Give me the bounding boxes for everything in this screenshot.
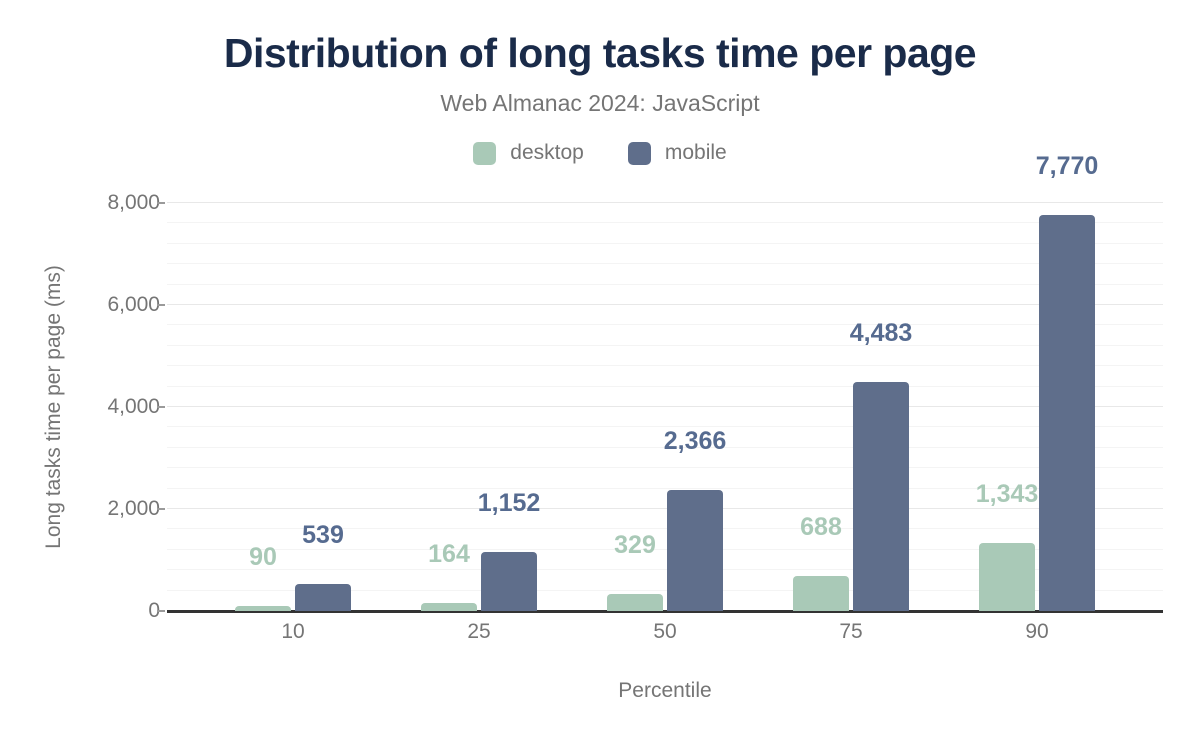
y-tick-mark xyxy=(157,202,165,204)
x-tick-label-p50: 50 xyxy=(653,620,677,643)
desktop-bar-p50: 329 xyxy=(607,533,663,611)
mobile-bar-p90: 7,770 xyxy=(1036,153,1098,611)
minor-gridline xyxy=(167,426,1163,428)
y-axis-title: Long tasks time per page (ms) xyxy=(42,265,65,549)
y-tick-label: 8,000 xyxy=(107,191,160,214)
desktop-bar-p10: 90 xyxy=(235,545,291,611)
chart-title: Distribution of long tasks time per page xyxy=(223,30,977,76)
x-axis-tick-labels: 10 25 50 75 90 xyxy=(167,620,1163,644)
mobile-bar-p25: 1,152 xyxy=(478,491,540,611)
legend-swatch-desktop xyxy=(473,141,497,165)
mobile-value-label-p75: 4,483 xyxy=(849,319,913,348)
x-tick-label-p75: 75 xyxy=(839,620,863,643)
minor-gridline xyxy=(167,446,1163,448)
major-gridline xyxy=(167,304,1163,305)
y-tick-mark xyxy=(157,610,165,612)
x-tick-label-p25: 25 xyxy=(467,620,491,643)
legend-item-desktop: desktop xyxy=(473,141,584,165)
mobile-value-label-p90: 7,770 xyxy=(1035,151,1099,180)
legend-label: desktop xyxy=(510,141,584,164)
mobile-value-label-p10: 539 xyxy=(302,520,344,549)
mobile-bar-p50: 2,366 xyxy=(664,429,726,611)
bar-group-p50: 329 2,366 xyxy=(572,203,758,611)
bar-group-p10: 90 539 xyxy=(200,203,386,611)
x-axis-line xyxy=(167,610,1163,613)
minor-gridline xyxy=(167,548,1163,550)
mobile-value-label-p25: 1,152 xyxy=(477,489,541,518)
y-tick-label: 0 xyxy=(148,599,160,622)
desktop-value-label-p25: 164 xyxy=(428,539,470,568)
desktop-bar-p75: 688 xyxy=(793,514,849,611)
minor-gridline xyxy=(167,344,1163,346)
x-axis-title: Percentile xyxy=(618,679,712,702)
plot-area: 90 539 164 1,152 329 2,366 688 4,483 1,343 7,770 xyxy=(167,153,1163,613)
desktop-value-label-p50: 329 xyxy=(614,531,656,560)
mobile-bar-p75: 4,483 xyxy=(850,321,912,611)
minor-gridline xyxy=(167,569,1163,571)
chart-subtitle: Web Almanac 2024: JavaScript xyxy=(440,90,760,116)
y-tick-mark xyxy=(157,406,165,408)
y-tick-mark xyxy=(157,508,165,510)
mobile-bar-p10: 539 xyxy=(295,522,351,611)
major-gridline xyxy=(167,406,1163,407)
legend-item-mobile: mobile xyxy=(627,141,727,165)
y-tick-label: 6,000 xyxy=(107,293,160,316)
desktop-value-label-p10: 90 xyxy=(249,543,277,572)
y-tick-label: 2,000 xyxy=(107,497,160,520)
y-tick-label: 4,000 xyxy=(107,395,160,418)
x-tick-label-p10: 10 xyxy=(281,620,305,643)
minor-gridline xyxy=(167,263,1163,265)
desktop-bar-p90: 1,343 xyxy=(976,481,1038,611)
minor-gridline xyxy=(167,589,1163,591)
major-gridline xyxy=(167,202,1163,203)
minor-gridline xyxy=(167,385,1163,387)
mobile-value-label-p50: 2,366 xyxy=(663,427,727,456)
bar-group-p75: 688 4,483 xyxy=(758,203,944,611)
minor-gridline xyxy=(167,242,1163,244)
minor-gridline xyxy=(167,487,1163,489)
minor-gridline xyxy=(167,324,1163,326)
legend: desktop mobile xyxy=(0,141,1200,165)
legend-swatch-mobile xyxy=(627,141,651,165)
y-tick-mark xyxy=(157,304,165,306)
desktop-value-label-p90: 1,343 xyxy=(975,479,1039,508)
legend-label: mobile xyxy=(664,141,727,164)
bars-layer: 90 539 164 1,152 329 2,366 688 4,483 1,343 7,770 xyxy=(167,153,1163,611)
x-tick-label-p90: 90 xyxy=(1025,620,1049,643)
minor-gridline xyxy=(167,283,1163,285)
minor-gridline xyxy=(167,467,1163,469)
bar-group-p90: 1,343 7,770 xyxy=(944,153,1130,611)
major-gridline xyxy=(167,508,1163,509)
minor-gridline xyxy=(167,365,1163,367)
bar-group-p25: 164 1,152 xyxy=(386,203,572,611)
desktop-value-label-p75: 688 xyxy=(800,512,842,541)
desktop-bar-p25: 164 xyxy=(421,541,477,611)
minor-gridline xyxy=(167,528,1163,530)
minor-gridline xyxy=(167,222,1163,224)
